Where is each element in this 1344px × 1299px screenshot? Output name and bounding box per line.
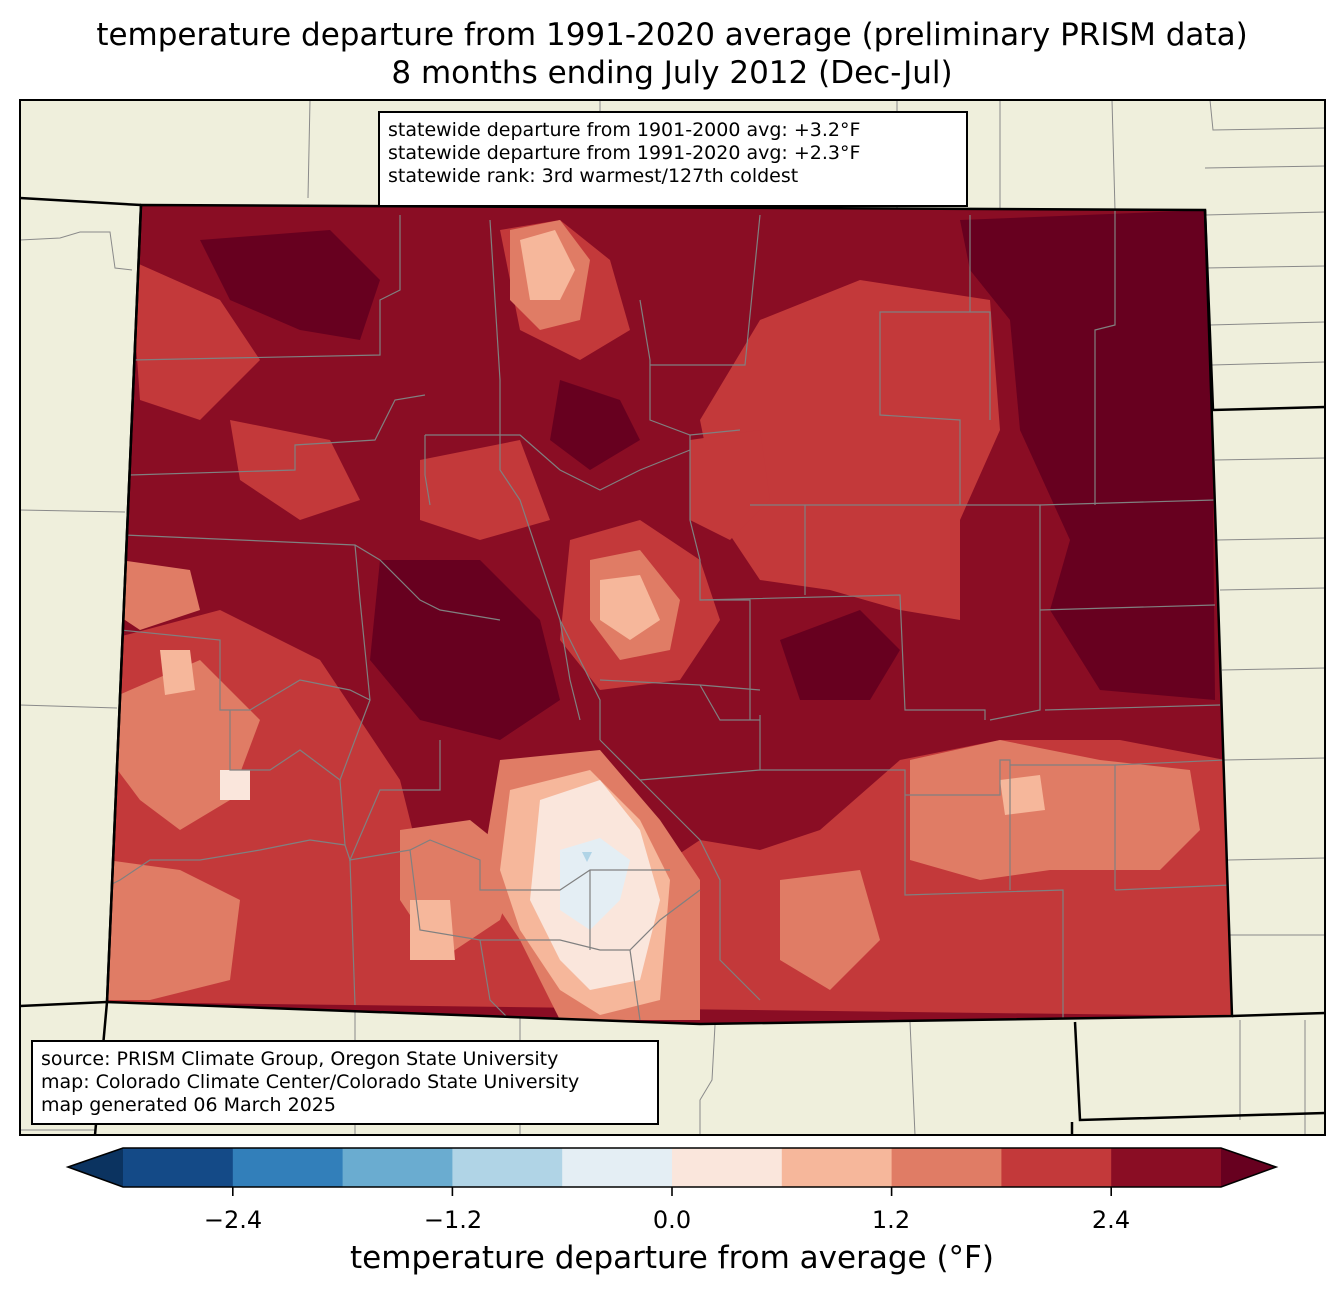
stats-departure-1991-2020: statewide departure from 1991-2020 avg: …: [388, 142, 861, 164]
temperature-field: [107, 205, 1232, 1024]
colorbar-outline: [65, 1147, 1279, 1188]
colorbar-bin: [1111, 1148, 1222, 1187]
colorbar-bin: [891, 1148, 1002, 1187]
stats-departure-1901-2000: statewide departure from 1901-2000 avg: …: [388, 119, 861, 141]
colorbar-tick-label: 2.4: [1091, 1206, 1131, 1234]
map-credit-line: map: Colorado Climate Center/Colorado St…: [41, 1071, 580, 1093]
colorbar-bin: [452, 1148, 563, 1187]
map-title: temperature departure from 1991-2020 ave…: [96, 17, 1248, 53]
colorbar-label: temperature departure from average (°F): [350, 1240, 994, 1276]
colorbar-bin: [342, 1148, 453, 1187]
colorbar-bin: [232, 1148, 344, 1187]
map-subtitle: 8 months ending July 2012 (Dec-Jul): [391, 55, 953, 91]
colorbar-bin: [562, 1148, 673, 1187]
map-frame: [19, 99, 1326, 1136]
colorbar-tick-label: −1.2: [423, 1206, 483, 1234]
source-info-box: source: PRISM Climate Group, Oregon Stat…: [31, 1040, 659, 1125]
colorbar-bin: [123, 1148, 234, 1187]
state-boundaries: [20, 196, 1325, 1135]
statewide-stats-box: statewide departure from 1901-2000 avg: …: [378, 111, 968, 207]
colorbar-under-arrow: [68, 1148, 123, 1187]
colorbar-tick-label: 0.0: [652, 1206, 692, 1234]
source-line: source: PRISM Climate Group, Oregon Stat…: [41, 1048, 559, 1070]
colorbar-tick-label: −2.4: [203, 1206, 263, 1234]
colorbar-bin: [672, 1148, 783, 1187]
county-lines: [109, 210, 1231, 1021]
colorbar-over-arrow: [1221, 1148, 1276, 1187]
stats-rank: statewide rank: 3rd warmest/127th coldes…: [388, 165, 799, 187]
generated-date-line: map generated 06 March 2025: [41, 1094, 336, 1116]
colorbar-bin: [1001, 1148, 1112, 1187]
colorbar: [65, 1147, 1279, 1196]
colorbar-bin: [781, 1148, 893, 1187]
colorbar-tick-label: 1.2: [871, 1206, 911, 1234]
